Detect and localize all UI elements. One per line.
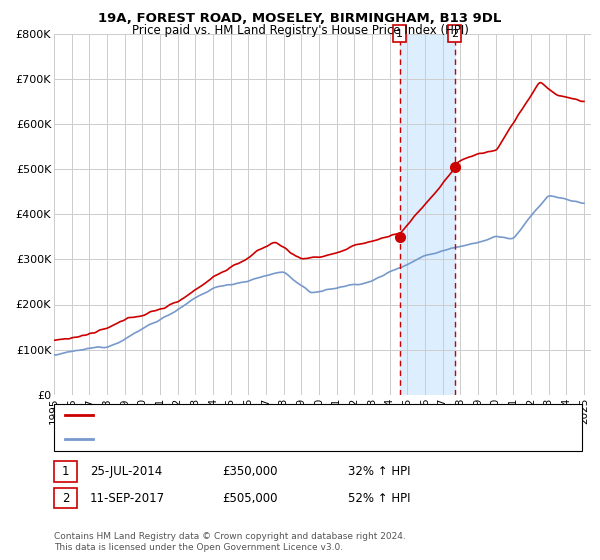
Text: HPI: Average price, detached house, Birmingham: HPI: Average price, detached house, Birm… xyxy=(98,434,373,444)
Text: £505,000: £505,000 xyxy=(222,492,277,505)
Text: Contains HM Land Registry data © Crown copyright and database right 2024.
This d: Contains HM Land Registry data © Crown c… xyxy=(54,532,406,552)
Text: 19A, FOREST ROAD, MOSELEY, BIRMINGHAM, B13 9DL: 19A, FOREST ROAD, MOSELEY, BIRMINGHAM, B… xyxy=(98,12,502,25)
Text: 25-JUL-2014: 25-JUL-2014 xyxy=(90,465,162,478)
Text: £350,000: £350,000 xyxy=(222,465,277,478)
Text: 2: 2 xyxy=(451,29,458,39)
Text: 52% ↑ HPI: 52% ↑ HPI xyxy=(348,492,410,505)
Text: 19A, FOREST ROAD, MOSELEY, BIRMINGHAM, B13 9DL (detached house): 19A, FOREST ROAD, MOSELEY, BIRMINGHAM, B… xyxy=(98,410,503,420)
Text: Price paid vs. HM Land Registry's House Price Index (HPI): Price paid vs. HM Land Registry's House … xyxy=(131,24,469,37)
Text: 32% ↑ HPI: 32% ↑ HPI xyxy=(348,465,410,478)
Text: 2: 2 xyxy=(62,492,69,505)
Bar xyxy=(400,34,455,395)
Text: 1: 1 xyxy=(396,29,403,39)
Text: 11-SEP-2017: 11-SEP-2017 xyxy=(90,492,165,505)
Text: 1: 1 xyxy=(62,465,69,478)
